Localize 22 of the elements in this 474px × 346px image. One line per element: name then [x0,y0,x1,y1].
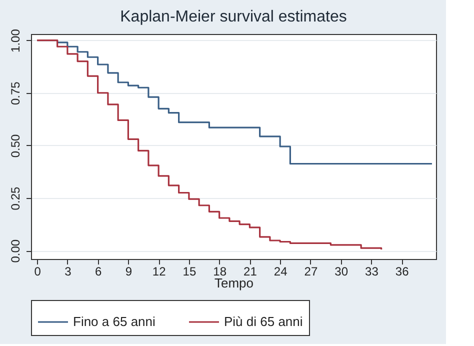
x-tick-label: 18 [213,264,227,278]
y-tick-label: 0.75 [8,81,22,106]
x-tick-label: 27 [304,264,318,278]
y-tick-label: 0.50 [8,134,22,158]
y-tick-label: 1.00 [8,28,22,52]
x-tick-label: 15 [182,264,196,278]
chart-title: Kaplan-Meier survival estimates [120,8,347,26]
x-tick-label: 0 [34,264,42,278]
x-tick-label: 12 [152,264,166,278]
y-tick-label: 0.00 [8,239,22,263]
y-tick-label: 0.25 [8,186,22,210]
legend-label: Fino a 65 anni [73,314,156,329]
x-tick-label: 21 [244,264,258,278]
x-axis-title: Tempo [214,276,254,290]
legend-label: Più di 65 anni [224,314,303,329]
x-tick-label: 33 [365,264,379,278]
x-tick-label: 24 [274,264,288,278]
x-tick-label: 3 [64,264,72,278]
x-tick-label: 36 [395,264,410,278]
x-tick-label: 6 [94,264,102,278]
x-tick-label: 9 [125,264,132,278]
x-tick-label: 30 [334,264,348,278]
